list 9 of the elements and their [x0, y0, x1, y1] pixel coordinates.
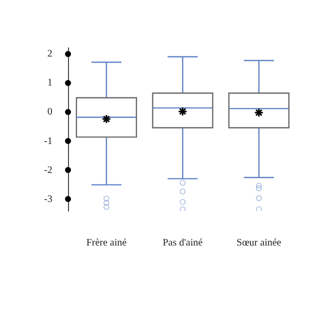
y-tick-label: 2: [47, 48, 52, 60]
x-tick-label: Pas d'ainé: [162, 238, 204, 249]
y-tick-label: 0: [47, 106, 52, 118]
x-tick-label: Frère ainé: [86, 238, 128, 249]
y-tick-label: 1: [47, 78, 52, 89]
x-tick-label: Sœur ainée: [236, 238, 282, 249]
y-tick-label: -1: [44, 136, 52, 147]
y-tick-label: -2: [44, 164, 52, 176]
y-tick-label: -3: [44, 194, 52, 205]
